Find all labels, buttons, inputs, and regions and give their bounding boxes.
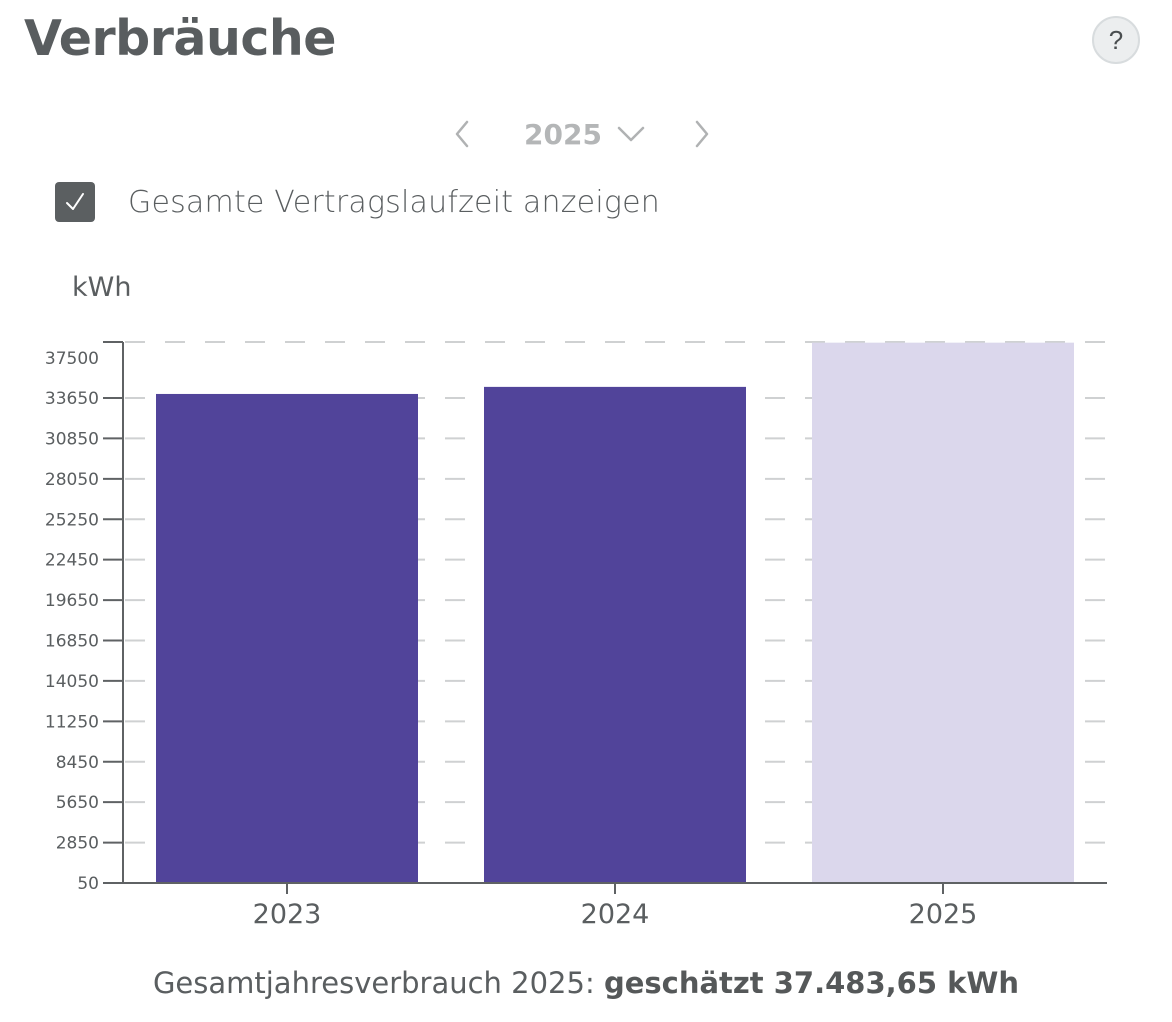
bar-estimated-2025[interactable] [812, 342, 1074, 883]
chevron-down-icon [617, 126, 645, 142]
y-tick-label: 8450 [56, 753, 99, 773]
chevron-left-icon [455, 120, 469, 148]
y-tick-label: 19650 [45, 591, 99, 611]
y-tick-label: 22450 [45, 551, 99, 571]
annual-consumption-summary: Gesamtjahresverbrauch 2025: geschätzt 37… [0, 966, 1172, 1000]
x-tick-label: 2023 [253, 899, 322, 930]
bar-actual-2023[interactable] [156, 393, 418, 883]
y-tick-label: 30850 [45, 429, 99, 449]
y-tick-label: 5650 [56, 793, 99, 813]
y-tick-label: 37500 [45, 349, 99, 369]
chevron-right-icon [695, 120, 709, 148]
checkmark-icon [66, 193, 84, 210]
previous-year-button[interactable] [450, 116, 474, 152]
y-axis-unit-label: kWh [72, 272, 132, 303]
year-navigation: 2025 [440, 110, 730, 160]
y-tick-label: 28050 [45, 470, 99, 490]
bar-actual-2024[interactable] [484, 386, 746, 883]
next-year-button[interactable] [690, 116, 714, 152]
show-full-contract-label: Gesamte Vertragslaufzeit anzeigen [128, 184, 660, 220]
y-tick-label: 11250 [45, 712, 99, 732]
year-dropdown[interactable]: 2025 [524, 116, 646, 152]
x-tick-label: 2025 [909, 899, 978, 930]
y-tick-label: 25250 [45, 510, 99, 530]
page-title: Verbräuche [24, 10, 337, 67]
x-tick-label: 2024 [581, 899, 650, 930]
y-tick-label: 50 [77, 874, 99, 894]
y-tick-label: 2850 [56, 834, 99, 854]
y-tick-label: 14050 [45, 672, 99, 692]
selected-year: 2025 [524, 117, 602, 151]
show-full-contract-option[interactable]: Gesamte Vertragslaufzeit anzeigen [55, 182, 660, 222]
summary-value: geschätzt 37.483,65 kWh [603, 966, 1020, 1000]
summary-prefix: Gesamtjahresverbrauch 2025: [152, 966, 604, 1000]
help-button[interactable]: ? [1092, 16, 1140, 64]
y-tick-label: 16850 [45, 632, 99, 652]
show-full-contract-checkbox[interactable] [55, 182, 95, 222]
question-mark-icon: ? [1108, 24, 1124, 55]
y-tick-label: 33650 [45, 389, 99, 409]
